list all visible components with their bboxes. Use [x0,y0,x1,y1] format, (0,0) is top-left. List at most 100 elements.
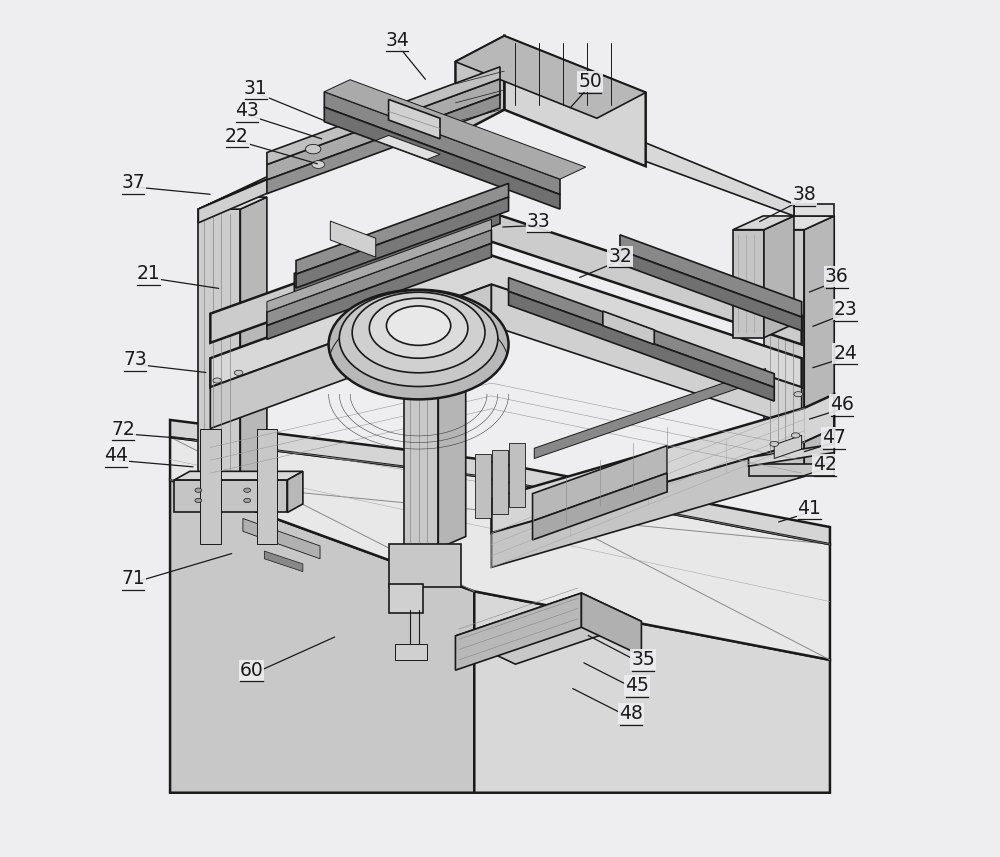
Text: 35: 35 [631,650,655,669]
Polygon shape [733,216,794,230]
Polygon shape [603,311,654,345]
Polygon shape [533,446,667,521]
Text: 73: 73 [123,351,147,369]
Polygon shape [389,584,423,613]
Text: 71: 71 [121,569,145,588]
Polygon shape [324,80,586,179]
Polygon shape [509,278,774,387]
Polygon shape [296,197,509,288]
Polygon shape [438,369,466,548]
Text: 45: 45 [625,676,649,695]
Polygon shape [794,204,834,216]
Polygon shape [324,92,560,195]
Ellipse shape [791,433,800,438]
Polygon shape [287,471,303,512]
Polygon shape [267,230,491,326]
Text: 37: 37 [121,173,145,192]
Polygon shape [804,216,834,466]
Polygon shape [581,593,641,656]
Text: 50: 50 [578,72,602,91]
Polygon shape [198,87,482,223]
Polygon shape [170,420,830,544]
Polygon shape [324,107,560,209]
Polygon shape [294,210,500,301]
Polygon shape [491,442,804,567]
Ellipse shape [312,161,325,168]
Polygon shape [733,230,764,338]
Polygon shape [491,394,834,533]
Polygon shape [509,291,774,401]
Ellipse shape [770,441,779,446]
Polygon shape [749,464,834,476]
Ellipse shape [386,306,451,345]
Polygon shape [294,196,500,287]
Ellipse shape [369,298,468,358]
Text: 46: 46 [830,395,854,414]
Polygon shape [482,75,794,216]
Text: 23: 23 [833,300,857,319]
Ellipse shape [244,499,251,502]
Ellipse shape [195,499,202,502]
Text: 38: 38 [792,185,816,204]
Polygon shape [210,213,802,345]
Text: 72: 72 [111,420,135,439]
Polygon shape [620,235,802,317]
Polygon shape [198,209,240,488]
Polygon shape [200,428,221,544]
Polygon shape [174,471,303,480]
Polygon shape [170,480,474,793]
Ellipse shape [794,392,803,397]
Polygon shape [509,443,525,507]
Ellipse shape [213,378,221,383]
Polygon shape [533,473,667,540]
Text: 43: 43 [235,101,259,120]
Polygon shape [267,243,491,339]
Polygon shape [267,219,491,312]
Text: 41: 41 [797,499,821,518]
Polygon shape [174,480,287,512]
Text: 24: 24 [833,344,857,363]
Polygon shape [492,450,508,514]
Polygon shape [764,230,804,466]
Ellipse shape [352,292,485,373]
Polygon shape [257,428,277,544]
Polygon shape [264,551,303,572]
Polygon shape [183,485,293,497]
Polygon shape [330,221,376,257]
Polygon shape [455,593,641,664]
Polygon shape [296,183,509,274]
Text: 47: 47 [822,428,846,447]
Polygon shape [376,135,440,159]
Polygon shape [404,369,466,381]
Polygon shape [267,79,500,180]
Ellipse shape [339,291,498,387]
Polygon shape [491,285,802,428]
Polygon shape [170,437,830,660]
Polygon shape [455,36,504,135]
Polygon shape [198,197,267,209]
Ellipse shape [195,488,202,492]
Polygon shape [475,454,491,518]
Text: 44: 44 [104,446,128,465]
Ellipse shape [244,488,251,492]
Text: 21: 21 [137,264,161,283]
Polygon shape [243,518,320,559]
Polygon shape [395,644,427,660]
Polygon shape [504,36,646,166]
Polygon shape [404,381,438,548]
Text: 22: 22 [225,127,249,146]
Polygon shape [183,496,267,506]
Ellipse shape [329,290,509,399]
Polygon shape [455,36,646,118]
Polygon shape [764,216,794,338]
Polygon shape [620,250,802,331]
Text: 32: 32 [608,247,632,266]
Text: 48: 48 [619,704,643,723]
Text: 33: 33 [527,212,550,231]
Polygon shape [267,67,500,165]
Polygon shape [389,99,440,139]
Polygon shape [240,197,267,488]
Polygon shape [764,216,834,230]
Polygon shape [804,428,834,476]
Polygon shape [474,591,830,793]
